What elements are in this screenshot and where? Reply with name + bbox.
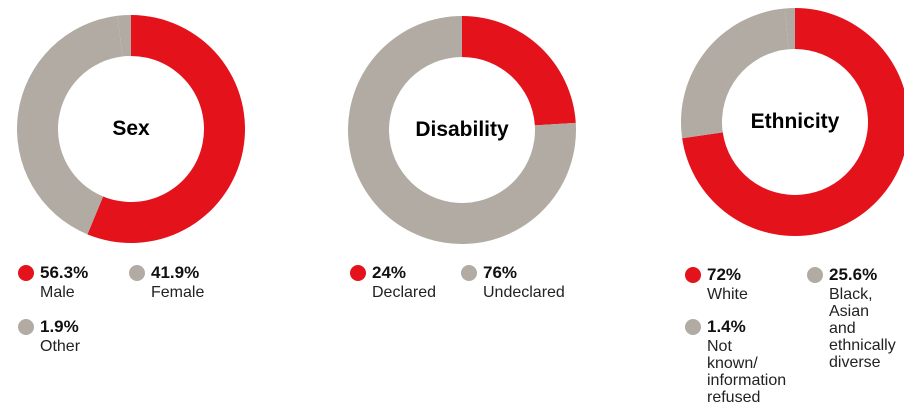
donut-slice-female [17, 15, 123, 235]
legend-dot-undeclared [461, 265, 477, 281]
legend-pct-white: 72% [707, 265, 742, 284]
legend-label-white: White [707, 286, 748, 303]
legend-pct-female: 41.9% [151, 263, 200, 282]
sex-chart-title: Sex [112, 117, 150, 140]
legend-dot-not-known [685, 319, 701, 335]
legend-pct-undeclared: 76% [483, 263, 518, 282]
legend-pct-black-asian-ethnically-diverse: 25.6% [829, 265, 878, 284]
legend-label-undeclared: Undeclared [483, 284, 565, 301]
legend-pct-other: 1.9% [40, 317, 79, 336]
donut-slice-declared [462, 16, 576, 126]
legend-dot-male [18, 265, 34, 281]
legend-label-other: Other [40, 338, 81, 355]
legend-label-black-asian-ethnically-diverse: Black, Asian and ethnically diverse [829, 286, 896, 371]
legend-dot-female [129, 265, 145, 281]
legend-dot-black-asian-ethnically-diverse [807, 267, 823, 283]
ethnicity-chart-title: Ethnicity [750, 110, 840, 133]
donut-slice-undeclared [347, 16, 576, 244]
donut-slice-black-asian-and-ethnically-diverse [681, 8, 789, 139]
legend-label-male: Male [40, 284, 75, 301]
legend-label-declared: Declared [372, 284, 437, 301]
legend-label-female: Female [151, 284, 205, 301]
disability-chart-title: Disability [415, 118, 509, 141]
legend-dot-white [685, 267, 701, 283]
legend-pct-male: 56.3% [40, 263, 89, 282]
legend-label-not-known: Not known/ information refused [707, 338, 787, 406]
legend-dot-other [18, 319, 34, 335]
donut-slice-white [682, 8, 904, 236]
donut-slice-not-known-information-refused [784, 8, 795, 50]
donut-slice-male [87, 15, 246, 243]
donut-slice-other [117, 15, 131, 57]
legend-pct-declared: 24% [372, 263, 407, 282]
legend-dot-declared [350, 265, 366, 281]
legend-pct-not-known: 1.4% [707, 317, 746, 336]
